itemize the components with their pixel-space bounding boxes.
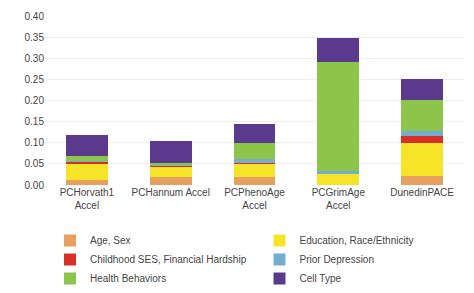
svg-text:0.35: 0.35 [25, 32, 45, 43]
svg-text:0.30: 0.30 [25, 53, 45, 64]
svg-text:Age, Sex: Age, Sex [90, 235, 131, 246]
svg-text:0.10: 0.10 [25, 137, 45, 148]
svg-text:DunedinPACE: DunedinPACE [390, 187, 454, 198]
svg-text:Prior Depression: Prior Depression [300, 254, 374, 265]
svg-text:PCPhenoAgeAccel: PCPhenoAgeAccel [224, 187, 285, 211]
svg-text:Cell Type: Cell Type [300, 273, 342, 284]
svg-text:0.40: 0.40 [25, 11, 45, 22]
svg-text:0.00: 0.00 [25, 180, 45, 191]
svg-text:Health Behaviors: Health Behaviors [90, 273, 166, 284]
svg-text:PCHorvath1Accel: PCHorvath1Accel [60, 187, 115, 211]
svg-text:Childhood SES, Financial Hards: Childhood SES, Financial Hardship [90, 254, 247, 265]
svg-text:PCHannum Accel: PCHannum Accel [132, 187, 210, 198]
svg-text:0.20: 0.20 [25, 95, 45, 106]
svg-text:PCGrimAgeAccel: PCGrimAgeAccel [312, 187, 366, 211]
svg-text:Education, Race/Ethnicity: Education, Race/Ethnicity [300, 235, 414, 246]
svg-text:0.25: 0.25 [25, 74, 45, 85]
svg-text:0.05: 0.05 [25, 158, 45, 169]
svg-text:0.15: 0.15 [25, 116, 45, 127]
